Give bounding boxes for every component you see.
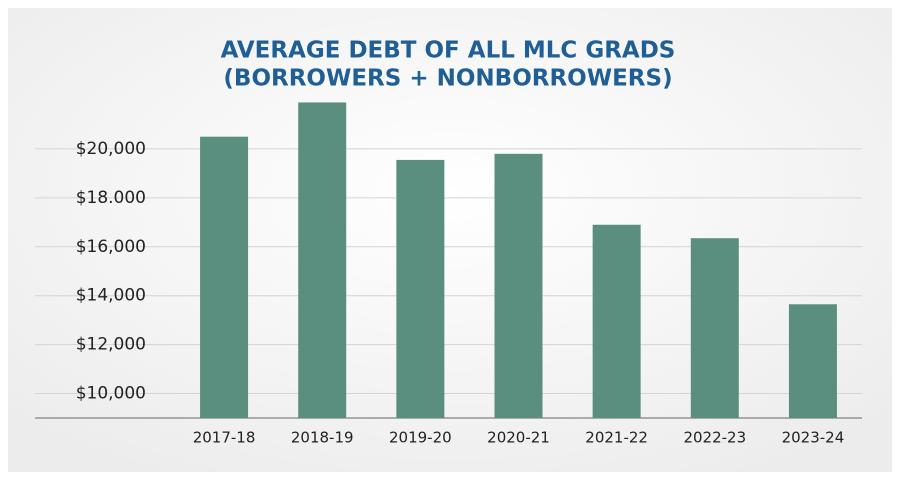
x-tick-label: 2018-19 [291,429,354,447]
x-tick-label: 2019-20 [389,429,452,447]
x-tick-label: 2021-22 [585,429,648,447]
y-tick-label: $18.000 [76,188,146,208]
x-tick-label: 2017-18 [193,429,256,447]
x-tick-label: 2023-24 [782,429,845,447]
chart-title: (BORROWERS + NONBORROWERS) [223,66,672,92]
y-tick-label: $20,000 [76,139,146,159]
x-tick-label: 2022-23 [683,429,746,447]
bar [200,136,249,418]
bar [298,102,347,418]
bar [494,153,543,419]
x-tick-label: 2020-21 [487,429,550,447]
bar [788,304,837,418]
background [8,8,892,472]
y-tick-label: $10,000 [76,384,146,404]
y-tick-label: $16,000 [76,237,146,257]
bar [690,238,739,418]
bar [592,224,641,418]
y-tick-label: $12,000 [76,335,146,355]
bar [396,159,445,418]
y-tick-label: $14,000 [76,286,146,306]
chart-title: AVERAGE DEBT OF ALL MLC GRADS [221,38,676,64]
